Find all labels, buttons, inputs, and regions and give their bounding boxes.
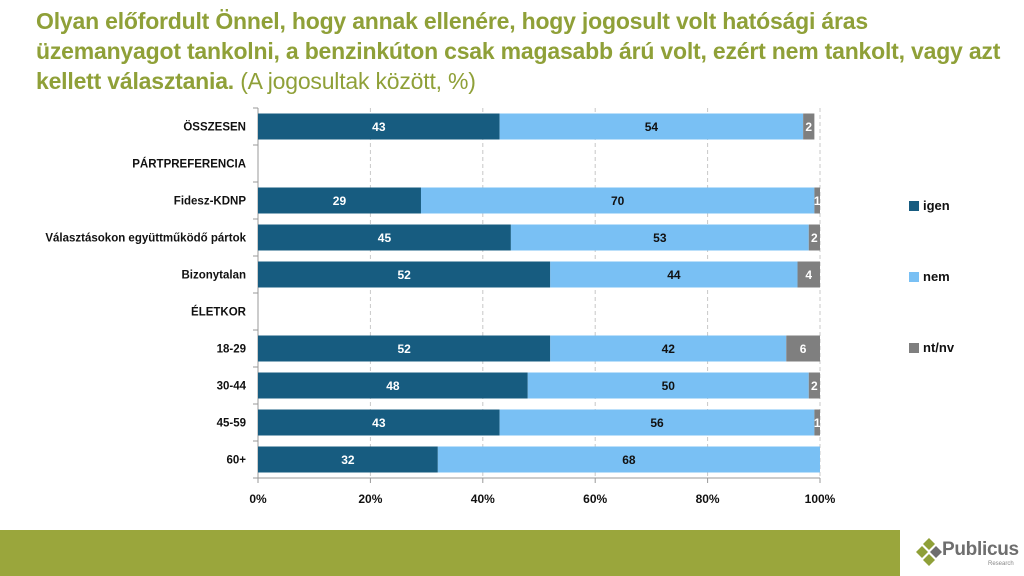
bar-segment-igen <box>258 224 511 251</box>
data-label: 45 <box>378 231 392 245</box>
chart-title: Olyan előfordult Önnel, hogy annak ellen… <box>36 6 1016 96</box>
bar-segment-nem <box>550 335 787 362</box>
bar-segment-ntnv <box>814 409 820 436</box>
stacked-bar-chart: 43 54 229 70 145 53 252 44 452 42 648 50 243 56 132 68 … <box>45 107 955 506</box>
bar-segment-igen <box>258 446 438 473</box>
logo-brand-text: Publicus <box>942 539 1019 560</box>
x-tick-label: 0% <box>249 492 267 506</box>
bar-segment-nem <box>499 113 804 140</box>
legend: igen nem nt/nv <box>909 198 955 355</box>
data-label: 29 <box>333 194 347 208</box>
x-tick-label: 40% <box>471 492 495 506</box>
data-label: 4 <box>805 268 812 282</box>
title-question: Olyan előfordult Önnel, hogy annak ellen… <box>36 8 1001 94</box>
bar-segment-ntnv <box>814 187 820 214</box>
data-label: 52 <box>397 342 411 356</box>
category-label: 30-44 <box>217 381 247 393</box>
category-label: ÖSSZESEN <box>183 121 246 134</box>
data-label: 53 <box>653 231 667 245</box>
legend-swatch <box>909 343 919 353</box>
bar-segment-igen <box>258 372 528 399</box>
bar-segment-igen <box>258 261 551 288</box>
data-label: 54 <box>645 120 659 134</box>
category-label: Választásokon együttműködő pártok <box>45 233 246 245</box>
category-label: 45-59 <box>217 418 246 430</box>
data-label: 6 <box>800 342 807 356</box>
bar-segment-ntnv <box>808 372 820 399</box>
data-label: 44 <box>667 268 681 282</box>
bar-segment-igen <box>258 187 421 214</box>
logo-sub-text: Research <box>988 561 1014 567</box>
bar-segment-igen <box>258 113 500 140</box>
legend-label: nem <box>923 269 950 284</box>
bar-segment-nem <box>420 187 815 214</box>
bar-segment-igen <box>258 335 551 362</box>
bars: 43 54 229 70 145 53 252 44 452 42 648 50 243 56 132 68 <box>258 113 821 473</box>
bar-segment-ntnv <box>803 113 815 140</box>
data-label: 70 <box>611 194 625 208</box>
bar-segment-ntnv <box>786 335 820 362</box>
bar-segment-ntnv <box>797 261 820 288</box>
bar-segment-ntnv <box>808 224 820 251</box>
data-label: 43 <box>372 120 386 134</box>
data-label: 56 <box>650 416 664 430</box>
category-label: Fidesz-KDNP <box>174 196 247 208</box>
x-tick-label: 20% <box>358 492 382 506</box>
category-labels: ÖSSZESEN PÁRTPREFERENCIA Fidesz-KDNP Válasz… <box>45 121 246 467</box>
x-tick-label: 60% <box>583 492 607 506</box>
bar-segment-igen <box>258 409 500 436</box>
data-label: 52 <box>397 268 411 282</box>
legend-swatch <box>909 201 919 211</box>
legend-label: igen <box>923 198 950 213</box>
data-label: 48 <box>386 379 400 393</box>
category-label: ÉLETKOR <box>191 306 247 319</box>
legend-item-ntnv: nt/nv <box>909 340 955 355</box>
data-label: 50 <box>662 379 676 393</box>
x-tick-labels: 0% 20% 40% 60% 80% 100% <box>249 492 835 506</box>
logo-diamond-icon <box>916 538 942 566</box>
data-label: 42 <box>662 342 676 356</box>
data-label: 32 <box>341 453 355 467</box>
x-tick-label: 100% <box>805 492 836 506</box>
category-label: PÁRTPREFERENCIA <box>132 158 246 171</box>
publicus-logo: Publicus Research <box>916 536 1024 576</box>
legend-swatch <box>909 272 919 282</box>
bar-segment-nem <box>550 261 798 288</box>
title-base-note: (A jogosultak között, %) <box>240 68 476 94</box>
data-label: 43 <box>372 416 386 430</box>
legend-item-nem: nem <box>909 269 950 284</box>
category-label: Bizonytalan <box>181 270 246 282</box>
legend-label: nt/nv <box>923 340 955 355</box>
data-label: 2 <box>811 379 818 393</box>
data-label: 1 <box>814 194 821 208</box>
bar-segment-nem <box>437 446 820 473</box>
category-label: 60+ <box>226 455 246 467</box>
x-tick-label: 80% <box>696 492 720 506</box>
bar-segment-nem <box>527 372 809 399</box>
data-label: 1 <box>814 416 821 430</box>
footer-bar <box>0 530 900 576</box>
data-label: 2 <box>811 231 818 245</box>
category-label: 18-29 <box>217 344 246 356</box>
legend-item-igen: igen <box>909 198 950 213</box>
data-label: 68 <box>622 453 636 467</box>
bar-segment-nem <box>499 409 815 436</box>
data-label: 2 <box>805 120 812 134</box>
axes <box>253 107 821 483</box>
bar-segment-nem <box>510 224 809 251</box>
